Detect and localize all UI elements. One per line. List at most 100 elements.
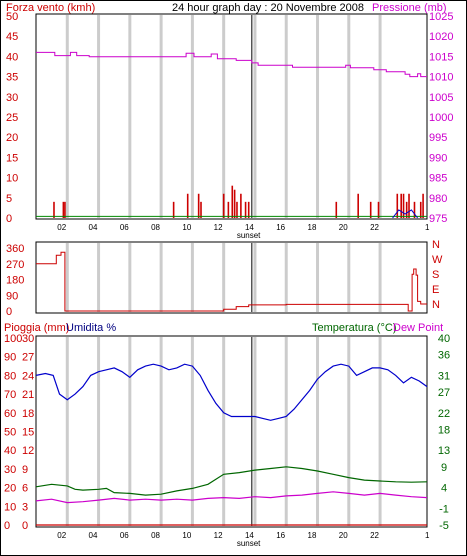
p3-y-temp-tick: 27 — [438, 387, 450, 399]
p2-compass-letter: E — [432, 284, 439, 296]
p1-y-right-tick: 1000 — [429, 112, 453, 124]
p1-series-line-0 — [36, 51, 427, 78]
p1-y-left-tick: 35 — [6, 72, 18, 84]
panel1-ylabel-left: Forza vento (kmh) — [6, 2, 95, 14]
p1-end-tick-label: 1 — [425, 223, 430, 232]
p2-y-tick: 180 — [6, 275, 24, 287]
p1-x-tick-label: 22 — [370, 223, 379, 232]
p1-y-right-tick: 980 — [429, 193, 447, 205]
p3-y-rain-tick: 0 — [22, 520, 28, 532]
p1-x-tick-label: 10 — [182, 223, 191, 232]
p1-y-left-tick: 5 — [6, 193, 12, 205]
p1-x-tick-label: 18 — [308, 223, 317, 232]
p3-y-humidity-tick: 90 — [4, 352, 16, 364]
p2-compass-letter: N — [432, 299, 440, 311]
panel3-ylabel-dewpoint: Dew Point — [393, 322, 443, 334]
p3-sunset-label: sunset — [237, 539, 261, 548]
p1-y-left-tick: 15 — [6, 152, 18, 164]
p3-y-humidity-tick: 50 — [4, 427, 16, 439]
p3-y-humidity-tick: 40 — [4, 445, 16, 457]
p1-y-right-tick: 1025 — [429, 11, 453, 23]
p2-plot-frame — [35, 241, 428, 314]
p3-y-temp-tick: 36 — [438, 350, 450, 362]
p1-y-right-tick: 1010 — [429, 72, 453, 84]
p3-y-rain-tick: 9 — [22, 464, 28, 476]
panel1-title: 24 hour graph day : 20 Novembre 2008 — [172, 2, 364, 14]
p2-y-tick: 270 — [6, 259, 24, 271]
p3-y-humidity-tick: 20 — [4, 483, 16, 495]
p3-x-tick-label: 18 — [308, 531, 317, 540]
p3-y-temp-tick: 18 — [438, 424, 450, 436]
panel1-ylabel-right: Pressione (mb) — [372, 2, 447, 14]
p1-x-tick-label: 16 — [276, 223, 285, 232]
p3-y-rain-tick: 18 — [22, 408, 34, 420]
panel-humidity-temperature: 0102030405060708090100036912151821242730… — [4, 333, 450, 548]
p3-x-tick-label: 04 — [89, 531, 98, 540]
p1-y-right-tick: 1020 — [429, 31, 453, 43]
p3-x-tick-label: 08 — [151, 531, 160, 540]
p3-y-rain-tick: 6 — [22, 483, 28, 495]
p3-y-humidity-tick: 30 — [4, 464, 16, 476]
p3-y-humidity-tick: 0 — [4, 520, 10, 532]
p3-y-humidity-tick: 10 — [4, 501, 16, 513]
p1-y-left-tick: 25 — [6, 112, 18, 124]
p1-x-tick-label: 04 — [89, 223, 98, 232]
panel3-ylabel-rain: Pioggia (mm) — [4, 322, 69, 334]
p3-x-tick-label: 14 — [245, 531, 254, 540]
panel-wind-pressure: 0510152025303540455097598098599099510001… — [6, 11, 453, 240]
p3-series-line-0 — [35, 363, 428, 421]
p1-x-tick-label: 12 — [214, 223, 223, 232]
p3-y-temp-tick: -5 — [439, 520, 449, 532]
p1-y-left-tick: 10 — [6, 173, 18, 185]
p3-y-temp-tick: 31 — [438, 370, 450, 382]
p3-x-tick-label: 02 — [57, 531, 66, 540]
p1-y-left-tick: 0 — [6, 213, 12, 225]
p3-series-line-1 — [35, 466, 428, 496]
p3-y-humidity-tick: 70 — [4, 389, 16, 401]
p3-y-rain-tick: 27 — [22, 352, 34, 364]
p1-y-right-tick: 990 — [429, 152, 447, 164]
p3-y-rain-tick: 30 — [22, 333, 34, 345]
p3-end-tick-label: 1 — [425, 531, 430, 540]
p3-y-temp-tick: 4 — [441, 483, 447, 495]
panel3-ylabel-humidity: Umidita % — [66, 322, 116, 334]
p2-y-tick: 360 — [6, 243, 24, 255]
p1-plot-frame — [35, 13, 428, 220]
p1-y-left-tick: 30 — [6, 92, 18, 104]
p3-series-line-2 — [35, 491, 428, 504]
p1-y-right-tick: 995 — [429, 132, 447, 144]
p1-x-tick-label: 02 — [57, 223, 66, 232]
p1-y-left-tick: 50 — [6, 11, 18, 23]
p1-x-tick-label: 20 — [339, 223, 348, 232]
p3-x-tick-label: 20 — [339, 531, 348, 540]
p3-y-rain-tick: 12 — [22, 445, 34, 457]
p3-y-temp-tick: -1 — [439, 503, 449, 515]
p1-x-tick-label: 14 — [245, 223, 254, 232]
p3-y-temp-tick: 9 — [441, 462, 447, 474]
p3-x-tick-label: 16 — [276, 531, 285, 540]
p1-y-left-tick: 20 — [6, 132, 18, 144]
p3-x-tick-label: 06 — [120, 531, 129, 540]
p3-y-rain-tick: 15 — [22, 427, 34, 439]
p1-x-tick-label: 06 — [120, 223, 129, 232]
p1-x-tick-label: 08 — [151, 223, 160, 232]
p1-sunset-label: sunset — [237, 231, 261, 240]
p3-y-humidity-tick: 100 — [4, 333, 22, 345]
p2-y-tick: 90 — [6, 290, 18, 302]
p2-compass-letter: N — [432, 239, 440, 251]
p1-y-right-tick: 1015 — [429, 51, 453, 63]
p3-y-temp-tick: 40 — [438, 333, 450, 345]
p3-y-temp-tick: 22 — [438, 408, 450, 420]
p2-direction-line-0 — [36, 251, 427, 312]
p3-y-temp-tick: 13 — [438, 445, 450, 457]
p1-y-right-tick: 975 — [429, 213, 447, 225]
p3-x-tick-label: 22 — [370, 531, 379, 540]
p3-y-rain-tick: 24 — [22, 370, 34, 382]
p3-y-rain-tick: 21 — [22, 389, 34, 401]
panel3-ylabel-temp: Temperatura (°C) — [312, 322, 396, 334]
p2-compass-letter: W — [432, 254, 443, 266]
p3-x-tick-label: 12 — [214, 531, 223, 540]
